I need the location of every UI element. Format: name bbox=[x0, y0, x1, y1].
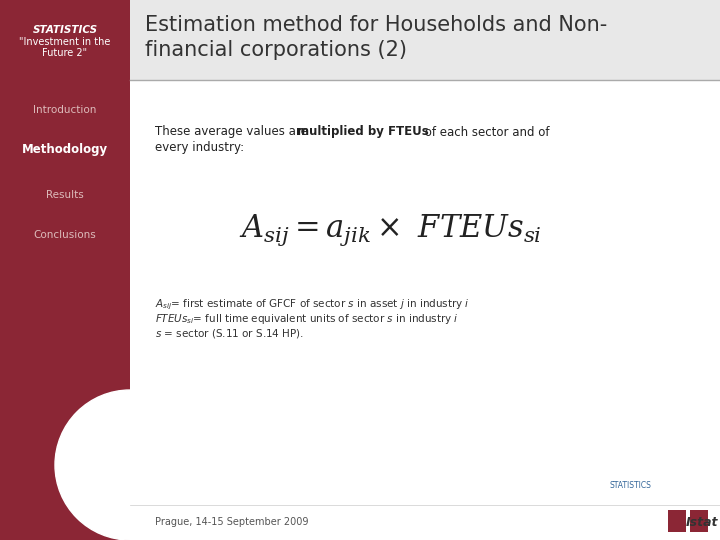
Text: multiplied by FTEUs: multiplied by FTEUs bbox=[297, 125, 428, 138]
Bar bbox=[668, 510, 686, 532]
Text: STATISTICS: STATISTICS bbox=[609, 481, 651, 489]
Bar bbox=[130, 0, 720, 80]
Bar bbox=[0, 0, 130, 80]
Text: "Investment in the: "Investment in the bbox=[19, 37, 111, 47]
Text: Future 2": Future 2" bbox=[42, 48, 88, 58]
Bar bbox=[0, 0, 130, 540]
Text: Results: Results bbox=[46, 190, 84, 200]
Text: STATISTICS: STATISTICS bbox=[32, 25, 98, 35]
Text: Istat: Istat bbox=[686, 516, 719, 529]
Text: $s$ = sector (S.11 or S.14 HP).: $s$ = sector (S.11 or S.14 HP). bbox=[155, 327, 305, 340]
Text: $A_{sij} = a_{jik} \times \ FTEUs_{si}$: $A_{sij} = a_{jik} \times \ FTEUs_{si}$ bbox=[238, 212, 541, 248]
Bar bbox=[690, 510, 708, 532]
Text: $A_{sij}$= first estimate of GFCF of sector $s$ in asset $j$ in industry $i$: $A_{sij}$= first estimate of GFCF of sec… bbox=[155, 298, 469, 312]
Text: financial corporations (2): financial corporations (2) bbox=[145, 40, 407, 60]
Circle shape bbox=[55, 390, 205, 540]
Bar bbox=[130, 80, 720, 540]
Text: Introduction: Introduction bbox=[33, 105, 96, 115]
Text: of each sector and of: of each sector and of bbox=[421, 125, 549, 138]
Text: every industry:: every industry: bbox=[155, 140, 244, 153]
Text: These average values are: These average values are bbox=[155, 125, 312, 138]
Text: $FTEUs_{si}$= full time equivalent units of sector $s$ in industry $i$: $FTEUs_{si}$= full time equivalent units… bbox=[155, 312, 459, 326]
Text: Conclusions: Conclusions bbox=[34, 230, 96, 240]
Text: Estimation method for Households and Non-: Estimation method for Households and Non… bbox=[145, 15, 607, 35]
Text: Prague, 14-15 September 2009: Prague, 14-15 September 2009 bbox=[155, 517, 308, 527]
Text: Methodology: Methodology bbox=[22, 144, 108, 157]
Wedge shape bbox=[130, 405, 185, 460]
